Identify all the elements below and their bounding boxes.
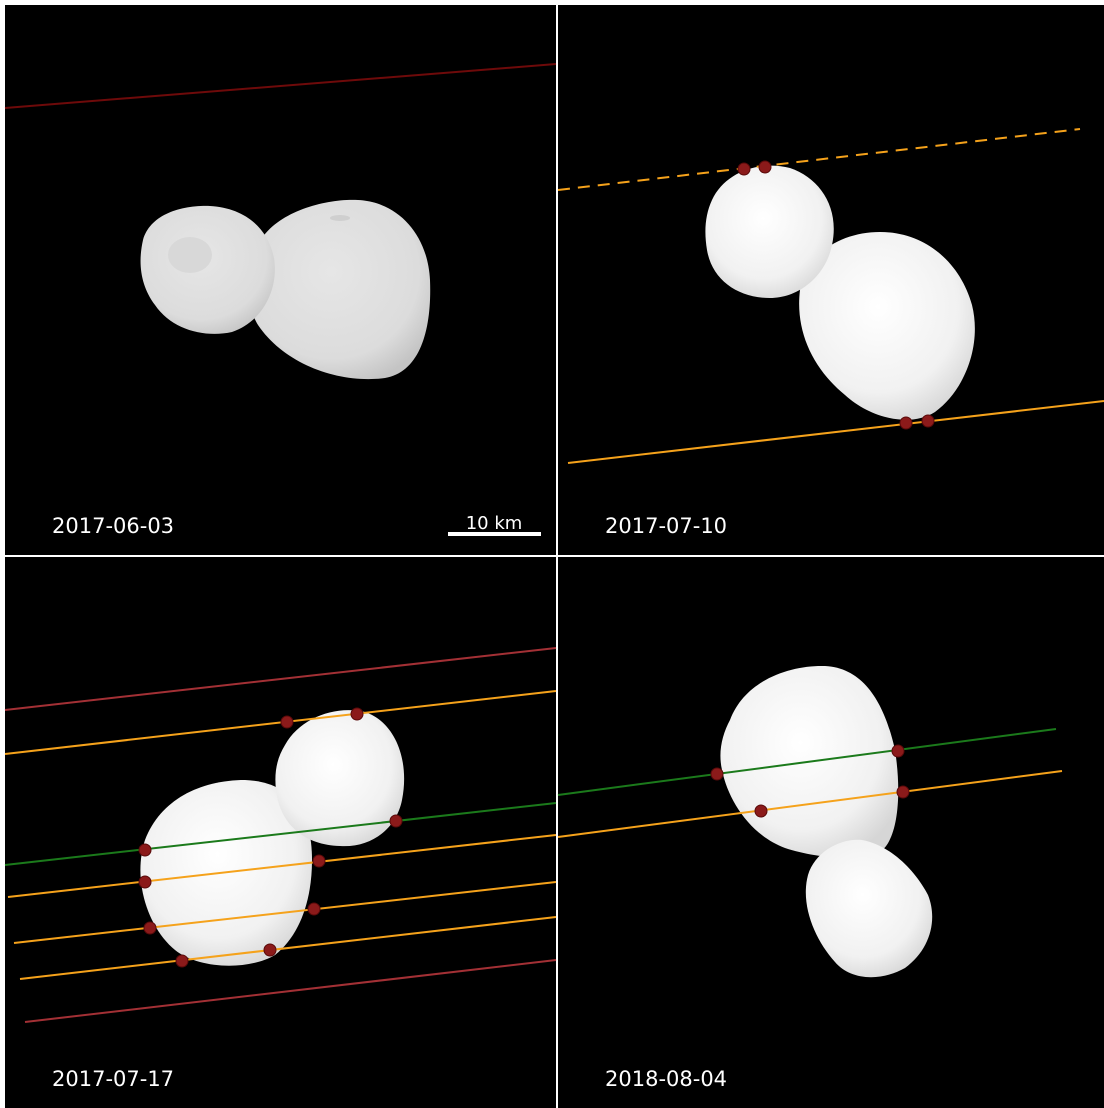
small-lobe: [275, 710, 405, 847]
panel-date: 2017-07-17: [52, 1067, 174, 1091]
chord-endpoint-marker: [175, 954, 189, 968]
chord-endpoint-marker: [138, 843, 152, 857]
small-lobe: [140, 205, 275, 334]
chord-endpoint-marker: [350, 707, 364, 721]
large-lobe: [799, 232, 975, 420]
small-lobe: [705, 165, 834, 298]
large-lobe: [249, 199, 431, 380]
positive-chord-line: [4, 690, 557, 755]
negative-chord-line: [4, 647, 557, 711]
surface-feature: [330, 215, 350, 221]
chord-endpoint-marker: [143, 921, 157, 935]
dashed-chord-line: [557, 128, 1081, 191]
green-chord-line: [4, 802, 557, 866]
panel-1: 2017-06-03 10 km: [4, 5, 557, 555]
chord-endpoint-marker: [307, 902, 321, 916]
positive-chord-line: [567, 400, 1104, 464]
chord-endpoint-marker: [921, 414, 935, 428]
small-lobe: [805, 839, 933, 978]
negative-chord-line: [4, 63, 557, 109]
chord-endpoint-marker: [737, 162, 751, 176]
green-chord-line: [557, 728, 1057, 796]
chord-endpoint-marker: [891, 744, 905, 758]
arrokoth-shape: [705, 165, 975, 420]
chord-endpoint-marker: [754, 804, 768, 818]
chord-endpoint-marker: [758, 160, 772, 174]
chord-endpoint-marker: [280, 715, 294, 729]
positive-chord-line: [19, 916, 557, 980]
scale-bar-label: 10 km: [466, 513, 523, 534]
positive-chord-line: [7, 834, 557, 898]
chord-endpoint-marker: [899, 416, 913, 430]
chord-endpoint-marker: [312, 854, 326, 868]
arrokoth-shape: [140, 199, 431, 380]
negative-chord-line: [24, 959, 557, 1023]
chord-endpoint-marker: [710, 767, 724, 781]
positive-chord-line: [557, 770, 1063, 838]
positive-chord-line: [13, 881, 557, 944]
chord-endpoint-marker: [263, 943, 277, 957]
panel-4: 2018-08-04: [557, 557, 1104, 1108]
chord-endpoint-marker: [389, 814, 403, 828]
panel-date: 2017-06-03: [52, 514, 174, 538]
surface-feature: [168, 237, 212, 273]
panel-2: 2017-07-10: [557, 5, 1104, 555]
panel-3: 2017-07-17: [4, 557, 557, 1108]
chord-endpoint-marker: [896, 785, 910, 799]
chord-endpoint-marker: [138, 875, 152, 889]
panel-date: 2017-07-10: [605, 514, 727, 538]
panel-date: 2018-08-04: [605, 1067, 727, 1091]
